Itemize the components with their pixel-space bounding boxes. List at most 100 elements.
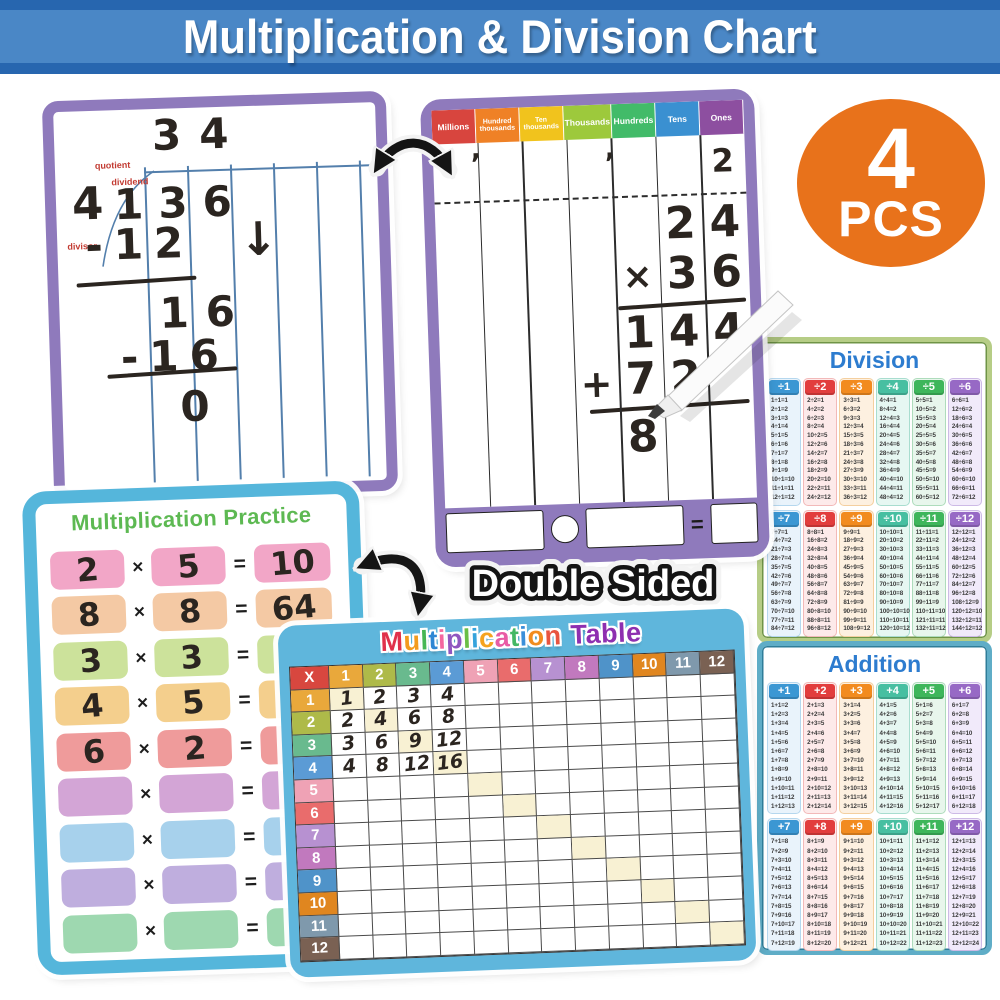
fact-item: 32÷4=8	[879, 458, 900, 466]
fact-item: 12÷1=12	[771, 493, 795, 501]
fact-item: 7+8=15	[771, 902, 792, 910]
table-cell	[436, 841, 472, 866]
place-value-header: Hundred thousands	[475, 107, 521, 144]
fact-column-header: ÷10	[877, 511, 908, 527]
table-cell	[709, 898, 745, 923]
fact-item: 4+6=10	[879, 748, 901, 756]
fact-item: 8÷4=2	[879, 405, 897, 413]
fact-item: 4+7=11	[879, 757, 900, 765]
fact-item: 30÷3=10	[843, 476, 867, 484]
table-cell	[667, 674, 702, 699]
table-cell: 8	[431, 705, 467, 730]
fact-item: 8+6=14	[807, 884, 828, 892]
fact-item: 6+6=12	[951, 748, 973, 756]
fact-item: 5÷1=5	[771, 432, 788, 440]
handwritten-digit: 1	[623, 306, 656, 359]
division-bracket	[102, 170, 155, 267]
table-cell	[640, 856, 675, 881]
operand-box	[585, 505, 685, 549]
fact-item: 40÷4=10	[879, 476, 904, 484]
table-cell	[571, 813, 606, 838]
fact-item: 11+11=22	[915, 930, 943, 938]
times-sign: ×	[143, 874, 155, 897]
comma-mark: ,	[470, 134, 482, 166]
fact-item: 2+1=3	[807, 702, 825, 709]
fact-section: +1 1+1=2 1+2=3 1+3=4 1+4=5 1+5=6 1+6=7 1+7=8 1+8…	[762, 682, 987, 815]
fact-item: 7+3=10	[771, 856, 792, 864]
fact-item: 3÷1=3	[771, 414, 788, 422]
fact-item: 3+5=8	[843, 738, 861, 746]
table-row-header: 10	[298, 891, 339, 916]
fact-item: 40÷5=8	[915, 458, 936, 466]
fact-column-header: ÷1	[769, 380, 800, 395]
fact-item: 1+5=6	[771, 738, 789, 746]
table-col-header: 7	[531, 657, 566, 681]
fact-item: 108÷12=9	[951, 598, 979, 606]
fact-item: 35÷7=5	[771, 563, 792, 571]
fact-item: 5+3=8	[915, 720, 933, 728]
equals-sign: =	[241, 779, 255, 803]
fact-item: 2+9=11	[807, 775, 828, 783]
fact-item: 24÷6=4	[951, 423, 973, 431]
equals-sign: =	[239, 733, 253, 758]
fact-list: 4÷4=1 8÷4=2 12÷4=3 16÷4=4 20÷4=5 24÷4=6 28÷4=7…	[878, 397, 908, 503]
fact-item: 132÷11=12	[915, 625, 946, 633]
fact-item: 10+1=11	[879, 838, 904, 846]
fact-item: 77÷11=7	[915, 581, 939, 589]
table-cell: 3	[397, 684, 432, 709]
table-cell	[501, 771, 537, 796]
work-result: 0	[179, 381, 211, 432]
table-cell	[670, 764, 706, 789]
fact-column: +1 1+1=2 1+2=3 1+3=4 1+4=5 1+5=6 1+6=7 1+7=8 1+8…	[767, 682, 802, 815]
fact-item: 4+9=13	[879, 775, 901, 783]
table-cell	[673, 832, 708, 857]
fact-item: 8+4=12	[807, 866, 828, 874]
fact-item: 8+5=13	[807, 875, 828, 883]
table-cell	[566, 700, 602, 725]
fact-item: 16÷8=2	[807, 537, 828, 545]
fact-item: 48÷6=8	[951, 458, 973, 466]
fact-item: 72÷12=6	[951, 572, 976, 580]
fact-item: 27÷3=9	[843, 467, 864, 475]
table-cell	[706, 831, 742, 856]
table-cell	[668, 719, 704, 744]
fact-item: 88÷11=8	[915, 590, 939, 598]
fact-column: +11 11+1=12 11+2=13 11+3=14 11+4=15 11+5=16 11…	[911, 818, 946, 951]
table-cell	[500, 726, 535, 750]
handwritten-product: 4	[373, 707, 389, 732]
table-cell	[702, 718, 738, 743]
fact-item: 4+1=5	[879, 702, 897, 709]
fact-item: 80÷10=8	[879, 590, 904, 598]
place-value-grid: Millions Hundred thousands Ten thousands Th…	[431, 99, 758, 509]
fact-item: 12÷2=6	[807, 440, 828, 448]
fact-item: 28÷4=7	[879, 449, 900, 457]
fact-item: 9÷1=9	[771, 467, 788, 475]
table-cell	[436, 818, 471, 843]
handwritten-digit: 4	[667, 305, 701, 358]
fact-item: 96÷8=12	[807, 625, 831, 633]
fact-item: 3+3=6	[843, 720, 861, 728]
table-cell	[607, 880, 643, 905]
fact-item: 4+2=6	[879, 711, 897, 719]
fact-item: 45÷9=5	[843, 563, 864, 571]
fact-item: 110÷11=10	[915, 607, 946, 615]
handwritten-product: 8	[440, 705, 457, 729]
fact-column: ÷5 5÷5=1 10÷5=2 15÷5=3 20÷5=4 25÷5=5 30÷5=6 35÷…	[911, 378, 946, 506]
fact-item: 14÷2=7	[807, 449, 828, 457]
table-cell	[468, 795, 504, 819]
fact-item: 5÷5=1	[915, 397, 933, 404]
fact-item: 45÷5=9	[915, 467, 936, 475]
table-cell	[507, 906, 542, 931]
table-cell	[574, 904, 610, 928]
fact-item: 7+5=12	[771, 875, 792, 883]
fact-item: 35÷5=7	[915, 449, 936, 457]
fact-item: 84÷7=12	[771, 625, 795, 633]
table-cell	[603, 767, 638, 792]
fact-list: 11÷11=1 22÷11=2 33÷11=3 44÷11=4 55÷11=5 66÷11…	[914, 529, 946, 635]
fact-item: 10+12=22	[879, 939, 907, 947]
place-value-header: Tens	[655, 101, 701, 137]
badge-count: 4	[867, 110, 915, 207]
fact-item: 12+9=21	[951, 912, 976, 920]
table-cell	[674, 855, 709, 879]
handwritten-product: 16	[435, 749, 465, 775]
